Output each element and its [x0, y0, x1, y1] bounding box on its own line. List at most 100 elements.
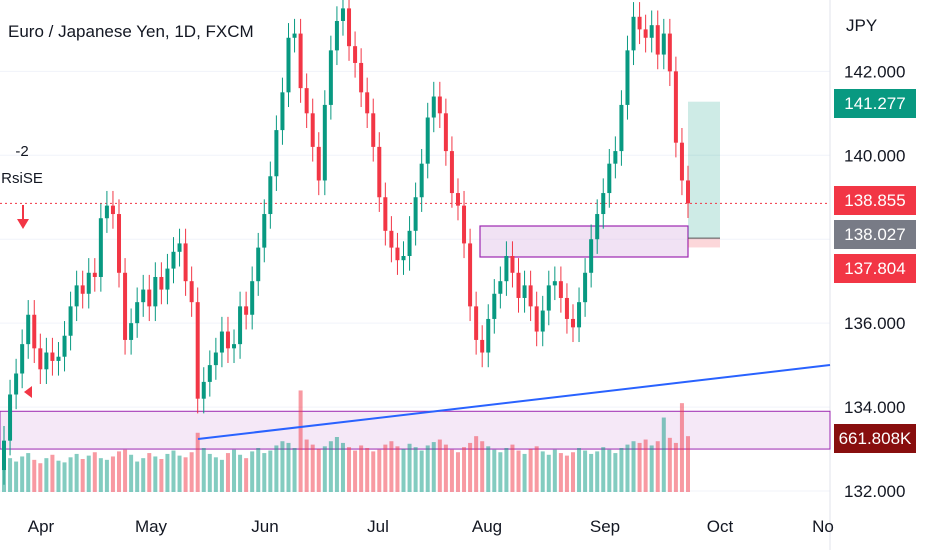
candle-body [395, 247, 400, 261]
volume-bar [153, 456, 158, 492]
volume-bar [540, 451, 545, 492]
candle-body [643, 29, 648, 38]
candle-body [577, 302, 582, 328]
candle-body [419, 163, 424, 198]
volume-bar [371, 451, 376, 492]
volume-bar [189, 452, 194, 492]
candle-body [570, 318, 575, 328]
candle-body [177, 243, 182, 252]
x-tick-label: No [812, 517, 834, 536]
demand-zone [0, 410, 831, 450]
volume-bar [86, 455, 91, 492]
volume-bar [498, 452, 503, 492]
volume-bar [292, 448, 297, 492]
volume-bar [340, 442, 345, 492]
volume-bar [201, 448, 206, 492]
candle-body [468, 243, 473, 307]
chart-title: Euro / Japanese Yen, 1D, FXCM [8, 22, 254, 41]
volume-bar [129, 454, 134, 492]
volume-bar [298, 390, 303, 492]
candle-body [14, 373, 19, 395]
volume-bar [395, 446, 400, 492]
volume-bar [558, 453, 563, 492]
volume-bar [38, 463, 43, 492]
volume-bar [649, 445, 654, 492]
volume-bar [359, 445, 364, 492]
volume-bar [577, 448, 582, 492]
candle-body [498, 281, 503, 294]
volume-bar [564, 455, 569, 492]
volume-bar [165, 453, 170, 492]
volume-bar [147, 453, 152, 492]
y-tick-label: 136.000 [844, 314, 905, 333]
candle-body [268, 176, 273, 215]
candle-body [159, 276, 164, 290]
candle-body [619, 104, 624, 152]
candle-body [455, 193, 460, 206]
volume-bar [401, 448, 406, 492]
candle-body [110, 205, 115, 215]
candle-body [534, 306, 539, 332]
volume-bar [377, 449, 382, 492]
x-tick-label: Jul [367, 517, 389, 536]
candle-body [98, 218, 103, 277]
candle-body [117, 214, 122, 273]
candle-body [516, 272, 521, 298]
candle-body [68, 306, 73, 336]
trend-line [197, 364, 831, 440]
candle-body [171, 251, 176, 269]
candle-body [20, 344, 25, 374]
volume-bar [667, 437, 672, 492]
candle-body [637, 16, 642, 30]
volume-bar [462, 447, 467, 492]
x-tick-label: Apr [28, 517, 55, 536]
volume-bar [679, 403, 684, 492]
volume-bar [195, 432, 200, 492]
candle-body [56, 356, 61, 361]
candle-body [480, 339, 485, 353]
candle-body [443, 113, 448, 152]
volume-bar [225, 453, 230, 492]
volume-bar [262, 453, 267, 492]
candle-body [74, 285, 79, 307]
candle-body [256, 247, 261, 282]
signal-name: RsiSE [1, 170, 43, 187]
volume-bar [468, 442, 473, 492]
candle-body [377, 146, 382, 198]
candle-body [38, 348, 43, 370]
candle-body [153, 276, 158, 307]
volume-bar [631, 441, 636, 492]
volume-bar [207, 453, 212, 492]
candle-body [274, 130, 279, 177]
signal-value: -2 [15, 143, 29, 160]
candle-body [129, 323, 134, 340]
y-tick-label: 134.000 [844, 398, 905, 417]
candle-body [316, 146, 321, 181]
volume-bar [98, 458, 103, 492]
volume-bar [619, 448, 624, 492]
candle-body [437, 96, 442, 114]
volume-bar [546, 454, 551, 492]
candle-body [540, 310, 545, 332]
volume-bar [486, 446, 491, 492]
volume-bar [389, 441, 394, 492]
candle-body [347, 8, 352, 47]
volume-bar [304, 439, 309, 492]
candle-body [655, 25, 660, 55]
volume-bar [625, 444, 630, 492]
candle-body [583, 272, 588, 303]
volume-bar [504, 448, 509, 492]
volume-bar [613, 453, 618, 492]
candle-body [328, 50, 333, 105]
profit-zone [688, 101, 720, 239]
candle-body [292, 33, 297, 38]
candle-body [462, 205, 467, 244]
candle-body [189, 281, 194, 303]
candle-body [250, 281, 255, 315]
volume-bar [238, 454, 243, 492]
volume-bar [510, 444, 515, 492]
volume-bar [250, 451, 255, 492]
volume-bar [655, 441, 660, 492]
volume-badge: 661.808K [834, 424, 916, 453]
